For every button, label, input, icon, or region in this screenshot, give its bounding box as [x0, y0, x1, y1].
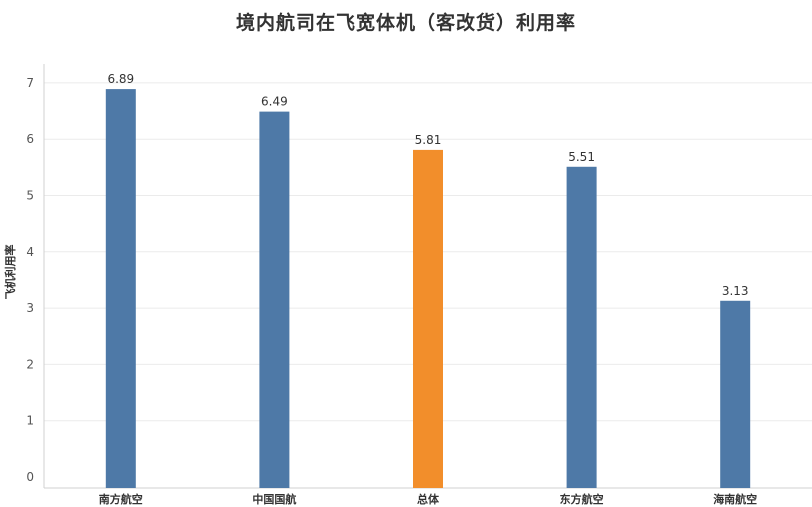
x-category-label: 中国国航	[252, 492, 296, 506]
bar	[720, 300, 751, 488]
x-category-label: 南方航空	[99, 492, 143, 506]
y-tick-label: 0	[26, 470, 34, 484]
x-category-label: 东方航空	[560, 492, 604, 506]
y-tick-label: 3	[26, 301, 34, 315]
data-label: 6.89	[107, 72, 134, 86]
bars	[105, 89, 751, 489]
chart-title: 境内航司在飞宽体机（客改货）利用率	[235, 12, 576, 34]
labels: 0 1 2 3 4 5 6 7 6.89 南方航空 6.49 中国国航 5.81 总体 5.51 东方航空 3.…	[26, 72, 757, 506]
bar	[259, 111, 290, 488]
data-label: 5.51	[568, 150, 595, 164]
data-label: 6.49	[261, 95, 288, 109]
y-tick-label: 4	[26, 245, 34, 259]
bar	[413, 149, 443, 488]
x-category-label: 海南航空	[713, 492, 757, 506]
x-category-label: 总体	[417, 492, 440, 506]
data-label: 3.13	[722, 284, 749, 298]
data-label: 5.81	[415, 133, 442, 147]
y-tick-label: 1	[26, 414, 34, 428]
bar	[566, 166, 597, 489]
y-tick-label: 6	[26, 132, 34, 146]
y-tick-label: 2	[26, 357, 34, 371]
y-tick-label: 7	[26, 76, 34, 90]
bar	[105, 89, 136, 488]
y-tick-label: 5	[26, 189, 34, 203]
